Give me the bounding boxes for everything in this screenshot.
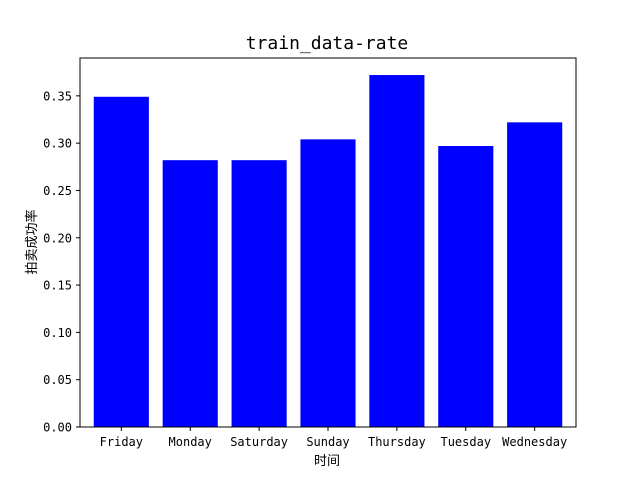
x-tick-label: Tuesday bbox=[440, 435, 491, 449]
bar-saturday bbox=[231, 160, 287, 427]
bar-sunday bbox=[300, 139, 356, 427]
x-axis-label: 时间 bbox=[314, 454, 340, 469]
x-tick-label: Sunday bbox=[306, 435, 349, 449]
y-tick-label: 0.20 bbox=[43, 231, 72, 245]
y-axis-label: 拍卖成功率 bbox=[24, 209, 40, 274]
y-tick-label: 0.35 bbox=[43, 89, 72, 103]
bar-tuesday bbox=[438, 145, 494, 428]
y-axis-ticks: 0.00 0.05 0.10 0.15 0.20 0.25 0.30 0.35 bbox=[43, 89, 80, 435]
chart-title: train_data-rate bbox=[246, 33, 409, 54]
bar-monday bbox=[162, 160, 218, 427]
y-tick-label: 0.10 bbox=[43, 326, 72, 340]
y-tick-label: 0.25 bbox=[43, 184, 72, 198]
y-tick-label: 0.30 bbox=[43, 137, 72, 151]
bars-layer bbox=[93, 75, 563, 428]
x-axis-ticks: Friday Monday Saturday Sunday Thursday Tuesda… bbox=[100, 427, 567, 449]
y-tick-label: 0.00 bbox=[43, 421, 72, 435]
x-tick-label: Saturday bbox=[230, 435, 288, 449]
x-tick-label: Monday bbox=[169, 435, 212, 449]
plot-frame bbox=[79, 57, 577, 428]
bar-thursday bbox=[369, 75, 425, 427]
bar-wednesday bbox=[507, 122, 563, 427]
x-tick-label: Thursday bbox=[368, 435, 426, 449]
y-tick-label: 0.05 bbox=[43, 373, 72, 387]
x-tick-label: Friday bbox=[100, 435, 143, 449]
x-tick-label: Wednesday bbox=[502, 435, 567, 449]
y-tick-label: 0.15 bbox=[43, 279, 72, 293]
bar-friday bbox=[93, 96, 149, 427]
